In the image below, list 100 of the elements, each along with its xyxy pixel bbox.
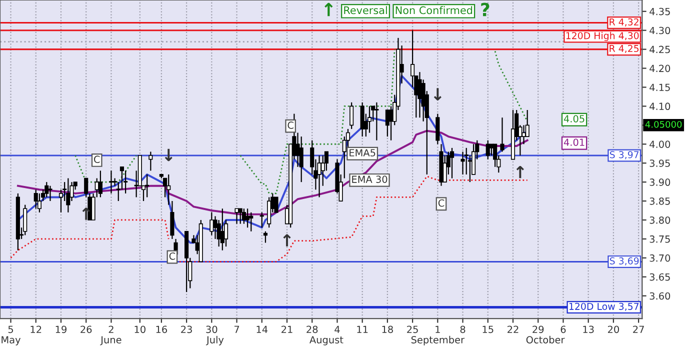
annotation: Reversal	[344, 6, 387, 14]
x-tick-label: 6	[560, 326, 566, 334]
candlestick	[120, 166, 124, 190]
y-tick-label: 4.15	[650, 84, 670, 92]
y-tick-label: 3.90	[650, 178, 670, 186]
x-tick-label: 1	[436, 326, 440, 333]
candlestick	[260, 212, 264, 228]
candlestick	[320, 154, 325, 186]
x-tick-label: 30	[206, 326, 218, 334]
annotation: ↓	[434, 88, 442, 100]
candlestick	[109, 170, 114, 194]
y-tick-label: 3.95	[650, 160, 670, 167]
x2-tick-label: October	[526, 336, 565, 344]
candlestick	[374, 102, 379, 141]
candlestick	[37, 192, 42, 213]
x-tick-label: 19	[56, 326, 66, 334]
x-tick-label: 2	[108, 326, 114, 333]
candlestick	[44, 182, 49, 198]
candlestick	[489, 144, 494, 156]
y-tick-label: 3.75	[650, 235, 670, 243]
candlestick	[299, 136, 304, 183]
annotation: C	[94, 156, 100, 164]
ref-line-label: R 4,32	[610, 18, 638, 26]
x-tick-label: 26	[80, 326, 92, 334]
annotation: EMA 30	[352, 176, 388, 183]
y-tick-label: 3.60	[650, 292, 670, 300]
candlestick	[91, 192, 96, 221]
candlestick	[84, 178, 88, 198]
candlestick	[385, 109, 390, 138]
y-tick-label: 4.35	[650, 8, 670, 16]
ref-line-label: S 3,69	[610, 257, 639, 266]
candlestick	[460, 151, 465, 176]
candlestick	[124, 170, 128, 194]
candlestick	[234, 208, 239, 224]
x2-tick-label: August	[310, 336, 344, 346]
candlestick	[486, 140, 490, 160]
x-tick-label: 27	[633, 326, 644, 333]
x-tick-label: 7	[234, 326, 240, 333]
x-tick-label: 15	[482, 326, 494, 334]
candlestick	[166, 174, 171, 206]
candlestick	[23, 204, 28, 236]
x2-tick-label: June	[100, 336, 122, 346]
annotation: C	[288, 122, 294, 129]
ref-line-label: 120D High 4,30	[566, 32, 639, 42]
candlestick	[442, 154, 447, 183]
x-tick-label: 29	[532, 326, 544, 334]
annotation: EMA5	[350, 149, 376, 156]
candlestick	[66, 178, 70, 213]
x-tick-label: 18	[382, 326, 393, 334]
y-tick-label: 3.70	[650, 254, 670, 262]
x-tick-label: 10	[134, 326, 146, 334]
candlestick	[360, 102, 364, 138]
annotation: C	[169, 252, 176, 260]
ref-line-label: R 4,25	[610, 44, 639, 54]
y-tick-label: 4.20	[650, 64, 670, 72]
candlestick	[350, 102, 354, 130]
x-tick-label: 23	[181, 326, 192, 334]
x-tick-label: 5	[8, 326, 14, 334]
annotation: ↑	[324, 2, 333, 16]
candlestick	[238, 208, 242, 224]
y-tick-label: 3.85	[650, 198, 670, 205]
candlestick	[249, 212, 254, 232]
candlestick	[436, 113, 440, 145]
y-tick-label: 4.00	[650, 140, 670, 148]
annotation: C	[438, 199, 444, 207]
candlestick	[500, 117, 504, 152]
annotation: 4.01	[564, 138, 584, 146]
x-tick-label: 25	[407, 326, 418, 334]
ref-line-label: 120D Low 3,57	[569, 302, 639, 311]
y-tick-label: 3.80	[650, 216, 670, 224]
candlestick	[210, 212, 214, 236]
candlestick	[242, 208, 246, 224]
y-tick-label: 4.30	[650, 26, 670, 34]
candlestick	[450, 147, 454, 179]
x2-tick-label: July	[206, 336, 224, 346]
candlestick	[317, 154, 322, 198]
annotation: Non Confirmed	[396, 6, 472, 14]
x-tick-label: 14	[256, 326, 268, 333]
x-tick-label: 12	[30, 326, 42, 333]
candlestick	[263, 230, 268, 244]
x-tick-label: 13	[583, 326, 594, 334]
x-tick-label: 11	[357, 326, 368, 333]
candlestick	[267, 196, 272, 228]
candlestick	[246, 208, 250, 228]
x2-tick-label: September	[411, 336, 465, 346]
x-tick-label: 28	[306, 326, 318, 334]
candlestick	[34, 189, 38, 210]
candlestick	[98, 170, 102, 198]
candlestick	[48, 185, 52, 202]
candlestick	[522, 124, 526, 145]
candlestick	[170, 200, 174, 240]
annotation: ↑	[283, 234, 291, 246]
candlestick	[274, 196, 278, 213]
x-tick-label: 16	[156, 326, 168, 334]
annotation: ↑	[516, 166, 524, 178]
y-tick-label: 4.10	[650, 102, 670, 110]
text: 4.05000	[645, 120, 682, 128]
x-tick-label: 22	[508, 326, 518, 333]
candlestick	[145, 174, 150, 198]
candlestick	[367, 106, 372, 134]
